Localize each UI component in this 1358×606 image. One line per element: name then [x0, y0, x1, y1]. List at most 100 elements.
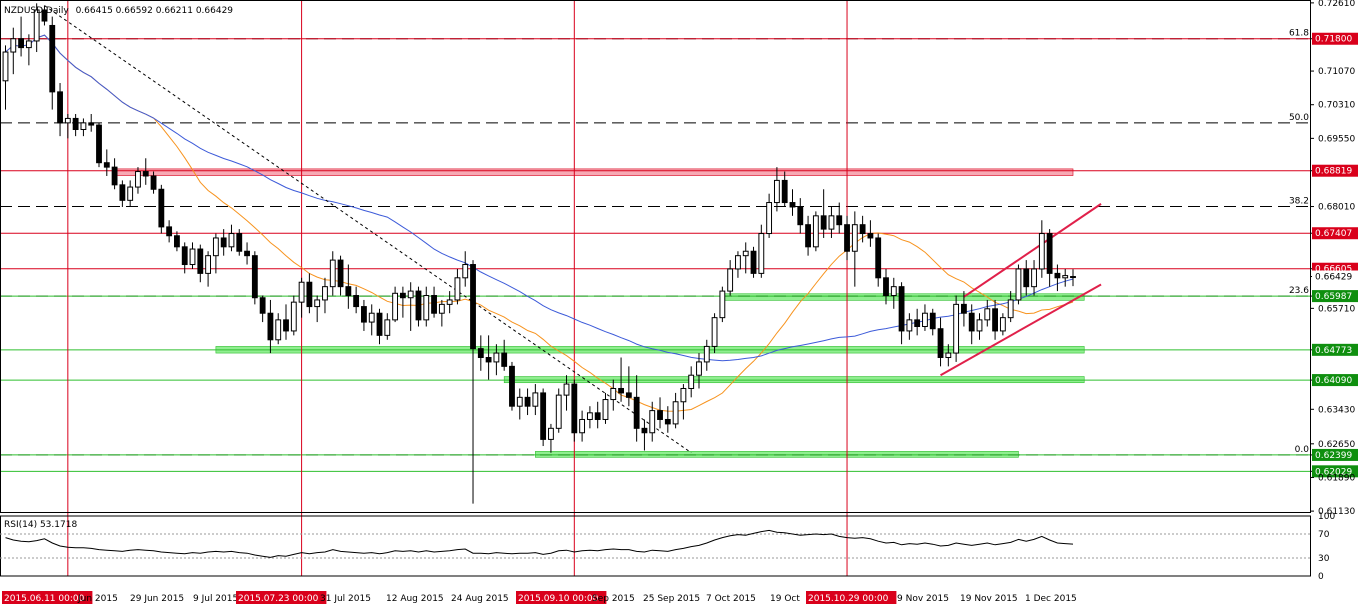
price-tag-label: 0.66605 [1315, 265, 1352, 275]
candle [540, 388, 547, 447]
candle-body [1031, 268, 1037, 288]
candle-body [470, 264, 476, 350]
candle-body [875, 237, 882, 279]
candle [1070, 269, 1076, 287]
candle-body [781, 179, 788, 204]
candle [625, 366, 632, 407]
candle-body [680, 387, 687, 403]
candle [259, 295, 266, 323]
candle-body [844, 224, 850, 252]
candle-body [618, 387, 624, 394]
candle-body [220, 237, 227, 248]
candle-body [999, 317, 1006, 332]
candle [166, 220, 173, 243]
ma-slow-line [5, 34, 1074, 362]
rsi-line [5, 529, 1074, 558]
price-tick-label: 0.69550 [1318, 134, 1355, 144]
candle [88, 114, 95, 132]
candle [664, 406, 671, 433]
candle [812, 211, 819, 252]
candle [407, 282, 414, 331]
candle [446, 291, 453, 314]
candle [594, 401, 601, 429]
candle [859, 215, 866, 243]
candle-body [275, 319, 282, 341]
candle [711, 313, 718, 354]
candle-body [399, 292, 406, 299]
candle-body [2, 51, 9, 82]
candle [984, 299, 991, 327]
channel-lower-line [940, 283, 1102, 377]
price-tick-label: 0.71070 [1318, 67, 1355, 77]
price-tag [1312, 32, 1358, 45]
candle-body [883, 277, 889, 297]
candle [516, 388, 523, 420]
price-tag [1312, 227, 1358, 240]
candle-body [431, 295, 437, 314]
candle [1023, 260, 1030, 296]
candle-body [968, 312, 975, 332]
candle [150, 171, 157, 194]
time-marker-label: 2015.06.11 00:00 [4, 594, 85, 604]
candle [672, 392, 679, 429]
candle-body [586, 412, 593, 420]
rsi-tick-label: 0 [1318, 572, 1324, 582]
rsi-tick-label: 70 [1318, 530, 1330, 540]
price-tag-label: 0.71800 [1315, 35, 1352, 45]
candle [353, 286, 360, 314]
candle [415, 286, 422, 327]
candle [688, 366, 695, 398]
candle-body [797, 206, 804, 226]
candle-body [337, 259, 344, 288]
candle [1046, 229, 1053, 287]
candle-body [306, 281, 313, 308]
candle [789, 189, 796, 216]
candle [960, 291, 967, 327]
candle-body [579, 418, 586, 434]
time-marker-tag [236, 591, 327, 604]
candle-body [524, 396, 531, 407]
price-tag-label: 0.64090 [1315, 376, 1352, 386]
time-axis-label: 19 Nov 2015 [960, 594, 1018, 604]
candle [33, 3, 40, 53]
candle [680, 384, 687, 420]
candle-body [937, 328, 944, 358]
time-axis-label: 12 Aug 2015 [386, 594, 444, 604]
candle [18, 16, 24, 57]
candle-body [867, 233, 874, 239]
candle [212, 233, 219, 274]
candle [1031, 260, 1037, 296]
candle [423, 286, 430, 327]
symbol-label: NZDUSD,Daily [4, 6, 69, 16]
candle [142, 158, 149, 185]
candle-body [212, 237, 219, 257]
candle [750, 246, 757, 278]
time-marker-label: 2015.07.23 00:00 [238, 594, 319, 604]
symbol-header: NZDUSD,Daily 0.66415 0.66592 0.66211 0.6… [4, 6, 233, 16]
fib-label-3: 23.6 [1289, 286, 1309, 296]
candle [80, 118, 87, 137]
candle-body [197, 248, 204, 274]
candle-body [80, 122, 87, 130]
price-tag [1312, 374, 1358, 387]
candle-body [345, 286, 352, 297]
candle [563, 375, 570, 411]
price-tick-label: 0.61890 [1318, 473, 1355, 483]
candle-body [485, 356, 492, 363]
candle [298, 277, 305, 318]
fib-label-2: 38.2 [1289, 197, 1309, 207]
candle [485, 335, 492, 380]
candle [579, 410, 586, 442]
candle [431, 286, 437, 318]
candle-body [259, 297, 266, 314]
candle-body [283, 319, 289, 332]
trendline-dotted [44, 5, 692, 454]
candle-body [859, 224, 866, 235]
candle-body [789, 202, 796, 208]
candle-body [88, 122, 95, 126]
candle-body [509, 365, 515, 407]
price-tick-label: 0.61130 [1318, 507, 1355, 517]
candle-body [119, 184, 126, 201]
candle [337, 255, 344, 296]
candle-body [158, 188, 165, 228]
